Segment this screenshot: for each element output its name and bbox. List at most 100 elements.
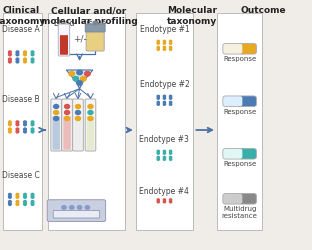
Ellipse shape: [31, 130, 34, 133]
Circle shape: [77, 206, 82, 209]
Circle shape: [65, 110, 70, 114]
Circle shape: [24, 128, 26, 130]
Text: Disease C: Disease C: [2, 170, 40, 179]
Ellipse shape: [24, 123, 26, 126]
Circle shape: [93, 21, 97, 25]
Ellipse shape: [163, 103, 166, 105]
FancyBboxPatch shape: [85, 24, 105, 32]
Circle shape: [24, 51, 26, 53]
Ellipse shape: [24, 60, 26, 63]
Circle shape: [70, 206, 74, 209]
FancyBboxPatch shape: [3, 12, 42, 230]
Circle shape: [16, 121, 19, 123]
Circle shape: [8, 194, 11, 196]
Text: Cellular and/or
molecular profiling: Cellular and/or molecular profiling: [41, 6, 137, 26]
FancyBboxPatch shape: [237, 44, 256, 54]
Circle shape: [157, 46, 159, 48]
FancyBboxPatch shape: [58, 24, 70, 56]
Circle shape: [169, 156, 172, 158]
Circle shape: [16, 51, 19, 53]
Ellipse shape: [16, 196, 19, 198]
Text: Blood: Blood: [53, 19, 75, 28]
Text: Clinical
taxonomy: Clinical taxonomy: [0, 6, 46, 26]
Text: Disease A: Disease A: [2, 26, 40, 35]
Ellipse shape: [163, 152, 166, 154]
Circle shape: [77, 81, 82, 85]
FancyBboxPatch shape: [53, 210, 100, 218]
FancyBboxPatch shape: [237, 96, 256, 106]
Circle shape: [85, 72, 90, 76]
Ellipse shape: [31, 203, 34, 205]
Circle shape: [73, 76, 79, 81]
Circle shape: [76, 110, 80, 114]
Circle shape: [65, 116, 70, 120]
Ellipse shape: [24, 53, 26, 56]
Circle shape: [31, 194, 34, 196]
Text: Endotype #4: Endotype #4: [139, 188, 189, 196]
FancyBboxPatch shape: [85, 99, 96, 151]
Text: Endotype #1: Endotype #1: [139, 25, 189, 34]
Circle shape: [157, 95, 159, 97]
FancyBboxPatch shape: [47, 200, 105, 222]
Circle shape: [54, 104, 59, 108]
Text: Multidrug
resistance: Multidrug resistance: [222, 206, 257, 219]
Ellipse shape: [8, 53, 11, 56]
Circle shape: [16, 58, 19, 60]
Text: Endotype #2: Endotype #2: [139, 80, 189, 89]
Circle shape: [24, 200, 26, 203]
Ellipse shape: [169, 103, 172, 105]
Ellipse shape: [157, 158, 159, 160]
Circle shape: [163, 199, 166, 201]
Ellipse shape: [16, 123, 19, 126]
Circle shape: [16, 194, 19, 196]
Ellipse shape: [163, 200, 166, 203]
Circle shape: [76, 116, 80, 120]
Ellipse shape: [24, 130, 26, 133]
Ellipse shape: [157, 42, 159, 44]
FancyBboxPatch shape: [217, 12, 262, 230]
FancyBboxPatch shape: [223, 96, 242, 106]
Circle shape: [62, 206, 66, 209]
Circle shape: [88, 116, 93, 120]
Circle shape: [163, 95, 166, 97]
FancyBboxPatch shape: [51, 99, 61, 151]
Circle shape: [8, 121, 11, 123]
FancyBboxPatch shape: [223, 44, 242, 54]
Ellipse shape: [31, 123, 34, 126]
FancyBboxPatch shape: [223, 194, 242, 204]
Circle shape: [169, 150, 172, 152]
FancyBboxPatch shape: [73, 99, 83, 151]
Circle shape: [31, 51, 34, 53]
FancyBboxPatch shape: [62, 99, 72, 151]
Text: Tissue: Tissue: [83, 19, 107, 28]
Ellipse shape: [157, 103, 159, 105]
Text: +/-: +/-: [73, 34, 86, 43]
FancyBboxPatch shape: [136, 12, 193, 230]
Circle shape: [31, 128, 34, 130]
Ellipse shape: [8, 123, 11, 126]
Text: Endotype #3: Endotype #3: [139, 135, 189, 144]
Ellipse shape: [169, 200, 172, 203]
Ellipse shape: [157, 97, 159, 99]
Text: Response: Response: [223, 109, 256, 115]
Text: Response: Response: [223, 161, 256, 167]
Circle shape: [163, 40, 166, 42]
Text: Outcome: Outcome: [241, 6, 286, 15]
Circle shape: [157, 156, 159, 158]
Circle shape: [31, 58, 34, 60]
Circle shape: [24, 58, 26, 60]
FancyBboxPatch shape: [237, 148, 256, 159]
Ellipse shape: [169, 97, 172, 99]
Ellipse shape: [16, 60, 19, 63]
Circle shape: [85, 206, 90, 209]
Circle shape: [16, 200, 19, 203]
Circle shape: [157, 199, 159, 201]
Ellipse shape: [16, 203, 19, 205]
Ellipse shape: [157, 200, 159, 203]
Circle shape: [157, 101, 159, 103]
FancyBboxPatch shape: [48, 12, 125, 230]
Ellipse shape: [31, 53, 34, 56]
Ellipse shape: [16, 53, 19, 56]
FancyBboxPatch shape: [52, 116, 60, 150]
Circle shape: [157, 40, 159, 42]
